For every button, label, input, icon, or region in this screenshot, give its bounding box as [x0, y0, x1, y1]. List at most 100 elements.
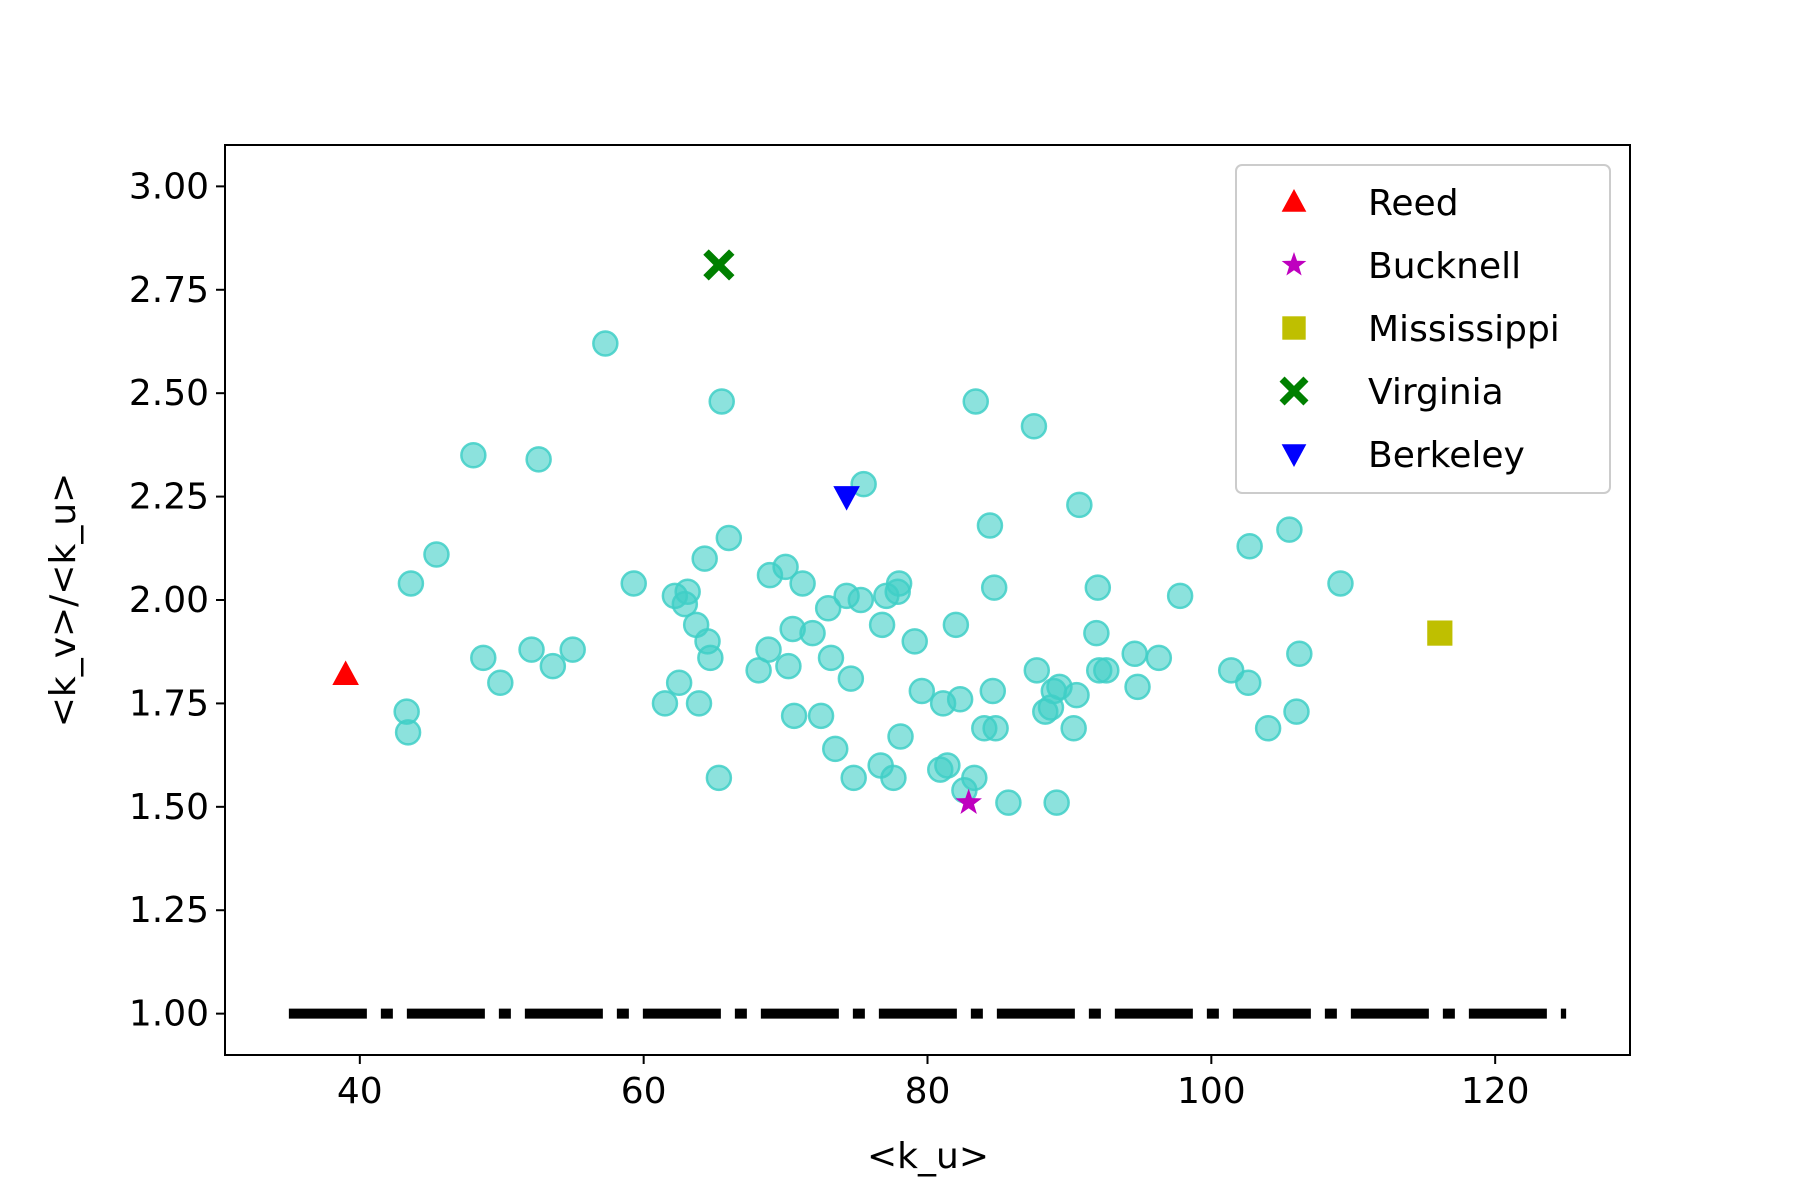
data-point — [705, 764, 733, 792]
x-axis-title: <k_u> — [867, 1136, 989, 1177]
data-point — [620, 570, 647, 597]
data-point — [1254, 714, 1282, 742]
data-point — [880, 764, 907, 792]
data-point — [1236, 532, 1263, 560]
y-tick-label: 2.25 — [129, 477, 209, 518]
data-point — [715, 524, 743, 552]
x-tick-label: 120 — [1461, 1071, 1530, 1112]
data-point — [1060, 714, 1087, 742]
data-point — [1327, 570, 1354, 597]
data-point — [394, 719, 422, 746]
y-tick-label: 3.00 — [129, 166, 209, 207]
legend-marker-mississippi — [1282, 316, 1306, 340]
data-point — [1020, 413, 1048, 440]
data-point — [961, 764, 988, 792]
y-tick-label: 2.00 — [129, 580, 209, 621]
data-point — [674, 578, 701, 605]
data-point — [1124, 673, 1151, 701]
data-point — [817, 644, 845, 672]
y-tick-label: 2.50 — [129, 373, 209, 414]
legend-label-berkeley: Berkeley — [1368, 435, 1525, 476]
legend-label-reed: Reed — [1368, 183, 1459, 224]
data-point — [780, 702, 808, 730]
data-point — [837, 665, 865, 692]
x-tick-label: 40 — [337, 1071, 383, 1112]
data-point — [982, 714, 1009, 742]
data-point — [697, 644, 724, 672]
data-point — [822, 735, 849, 763]
data-point — [755, 636, 782, 663]
legend-marker-virginia — [1279, 376, 1309, 406]
data-point — [847, 586, 875, 614]
data-point — [942, 611, 970, 639]
data-point — [962, 388, 989, 415]
point-virginia-bar-b — [703, 249, 735, 281]
legend-label-bucknell: Bucknell — [1368, 246, 1521, 287]
data-point — [665, 669, 693, 696]
data-point — [934, 752, 961, 779]
legend-marker-berkeley — [1281, 444, 1307, 467]
y-tick-label: 2.75 — [129, 270, 209, 311]
background-points-layer — [393, 330, 1354, 816]
data-point — [708, 388, 735, 415]
data-point — [840, 764, 867, 792]
data-point — [525, 446, 552, 473]
y-axis-title: <k_v>/<k_u> — [43, 473, 84, 728]
data-point — [1283, 698, 1310, 725]
data-point — [887, 723, 914, 750]
legend-marker-reed — [1281, 189, 1307, 212]
data-point — [868, 611, 896, 639]
data-point — [1023, 657, 1051, 684]
data-point — [789, 570, 816, 597]
data-point — [1083, 619, 1110, 647]
data-point — [901, 628, 928, 655]
data-point — [423, 541, 450, 568]
data-point — [1121, 640, 1148, 668]
data-point — [1234, 669, 1262, 696]
legend-box — [1235, 164, 1611, 494]
data-point — [487, 669, 514, 696]
y-axis-ticks: 1.00 1.25 1.50 1.75 2.00 2.25 2.50 2.75 3.00 — [129, 166, 225, 1035]
data-point — [1084, 574, 1112, 601]
data-point — [470, 644, 497, 672]
point-berkeley — [833, 486, 860, 511]
data-point — [772, 553, 799, 581]
data-point — [885, 570, 913, 597]
y-tick-label: 1.25 — [129, 890, 209, 931]
data-point — [1276, 516, 1303, 543]
x-axis-ticks: 40 60 80 100 120 — [337, 1055, 1530, 1112]
y-tick-label: 1.00 — [129, 994, 209, 1035]
data-point — [518, 636, 545, 663]
point-mississippi — [1427, 620, 1453, 646]
data-point — [397, 570, 425, 597]
legend-label-virginia: Virginia — [1368, 372, 1504, 413]
data-point — [1043, 789, 1070, 816]
data-point — [539, 652, 567, 680]
x-tick-label: 80 — [905, 1071, 951, 1112]
data-point — [775, 652, 802, 680]
x-tick-label: 100 — [1177, 1071, 1246, 1112]
data-point — [976, 512, 1004, 539]
data-point — [946, 686, 974, 713]
data-point — [814, 595, 842, 622]
data-point — [559, 636, 586, 663]
data-point — [980, 574, 1008, 601]
highlight-series-layer — [332, 249, 1453, 815]
data-point — [460, 441, 487, 469]
legend: Reed Bucknell Mississippi Virginia Berkeley — [1235, 164, 1611, 494]
legend-label-mississippi: Mississippi — [1368, 309, 1560, 350]
data-point — [592, 330, 619, 357]
data-point — [1066, 491, 1093, 519]
point-virginia — [703, 249, 735, 281]
legend-marker-virginia-bar-b — [1279, 376, 1309, 406]
data-point — [1145, 644, 1173, 672]
data-point — [1166, 582, 1194, 610]
data-point — [1093, 657, 1120, 684]
data-point — [799, 619, 826, 647]
y-tick-label: 1.50 — [129, 787, 209, 828]
legend-marker-bucknell — [1281, 252, 1307, 276]
data-point — [908, 677, 936, 705]
point-reed — [332, 660, 359, 685]
data-point — [979, 677, 1007, 705]
x-tick-label: 60 — [621, 1071, 667, 1112]
